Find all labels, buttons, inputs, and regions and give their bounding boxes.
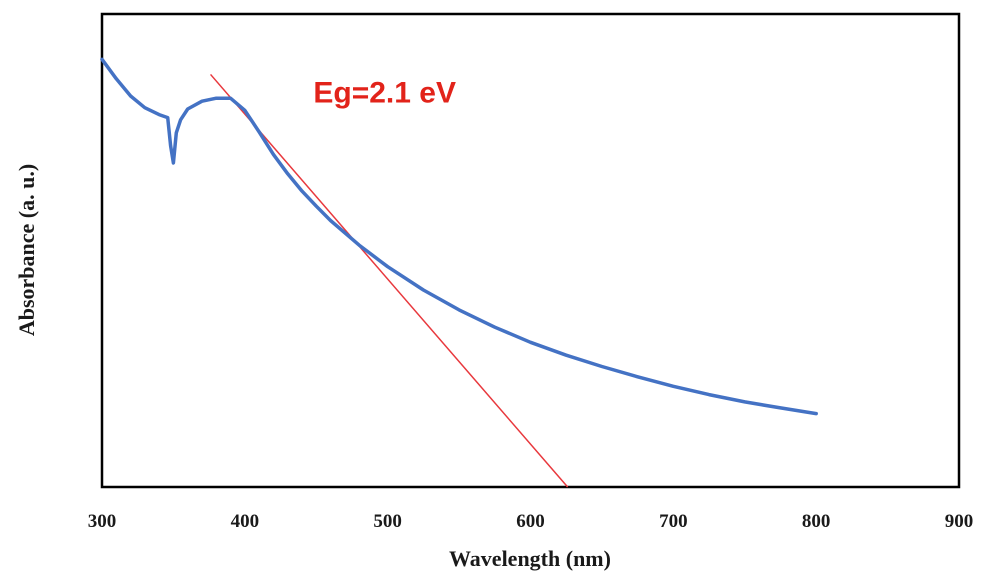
absorbance-series-line [100, 57, 818, 416]
x-tick-label-700: 700 [659, 511, 688, 532]
plot-area-frame [100, 12, 961, 489]
y-axis-title: Absorbance (a. u.) [14, 164, 39, 336]
x-tick-label-900: 900 [945, 511, 974, 532]
x-tick-label-300: 300 [88, 511, 117, 532]
annotation-layer: Eg=2.1 eV [313, 77, 456, 110]
band-gap-annotation: Eg=2.1 eV [313, 77, 456, 110]
x-tick-label-600: 600 [516, 511, 545, 532]
x-tick-labels: 300 400 500 600 700 800 900 [88, 511, 974, 532]
x-tick-label-400: 400 [231, 511, 260, 532]
x-axis-title: Wavelength (nm) [449, 546, 611, 571]
x-tick-label-800: 800 [802, 511, 831, 532]
x-tick-label-500: 500 [373, 511, 402, 532]
series-layer [100, 57, 818, 488]
band-gap-tangent-line [209, 73, 569, 488]
